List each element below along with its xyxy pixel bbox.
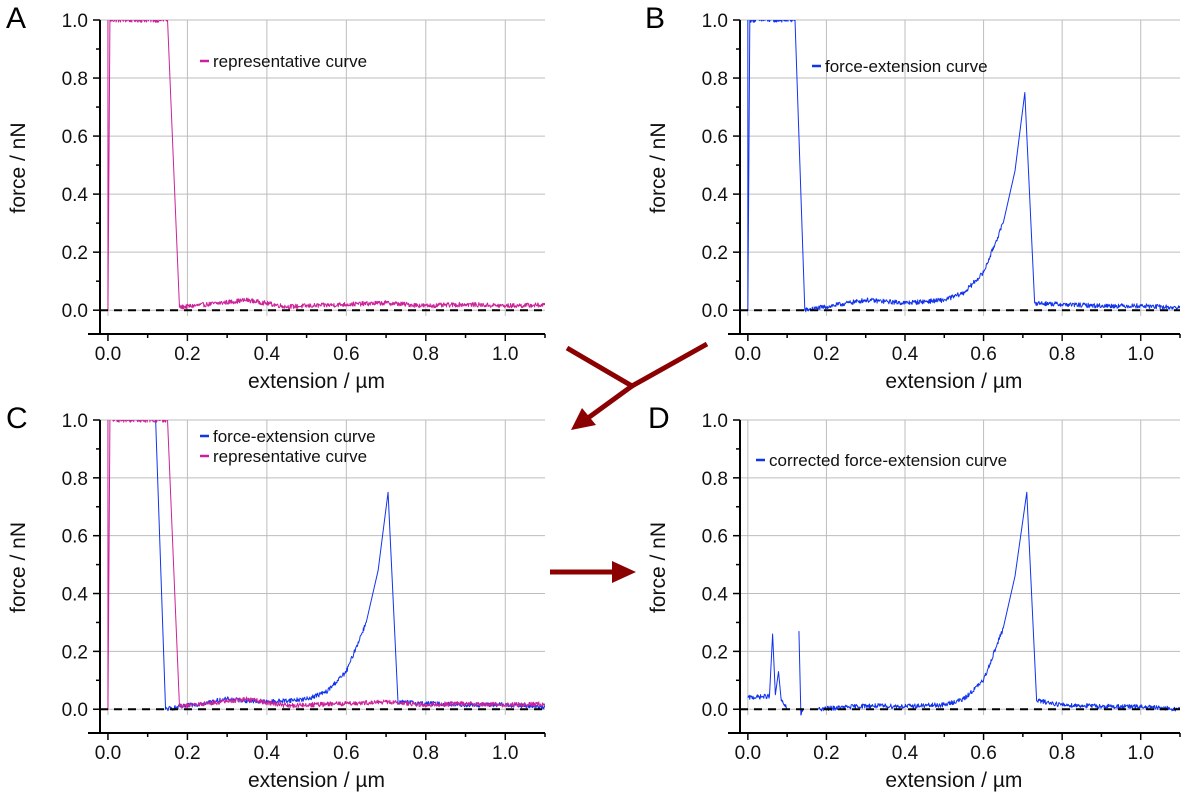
- y-tick-label: 0.0: [702, 700, 728, 721]
- panel-letter: A: [6, 2, 26, 35]
- y-axis-title: force / nN: [7, 522, 30, 613]
- x-tick-label: 0.6: [970, 743, 996, 764]
- y-tick-label: 0.0: [62, 700, 88, 721]
- series-line: [747, 633, 788, 710]
- merge-arrow-lines: [565, 341, 709, 389]
- correction-arrow-head: [612, 561, 636, 583]
- x-axis-title: extension / µm: [885, 769, 1022, 792]
- y-axis-title: force / nN: [647, 522, 670, 613]
- x-tick-label: 0.0: [95, 743, 121, 764]
- y-tick-label: 0.6: [702, 527, 728, 548]
- y-tick-label: 0.2: [702, 243, 728, 264]
- y-tick-label: 1.0: [62, 411, 88, 432]
- x-axis-title: extension / µm: [248, 769, 385, 792]
- x-tick-label: 0.2: [174, 743, 200, 764]
- x-tick-label: 0.8: [413, 743, 439, 764]
- legend-label: representative curve: [213, 52, 367, 71]
- x-tick-label: 0.6: [333, 743, 359, 764]
- y-tick-label: 0.4: [702, 585, 729, 606]
- y-tick-label: 1.0: [62, 11, 88, 32]
- y-tick-label: 0.4: [702, 185, 729, 206]
- x-tick-label: 0.0: [735, 743, 761, 764]
- series-line: [107, 20, 545, 311]
- x-tick-label: 0.0: [95, 344, 121, 365]
- merge-arrow-shaft: [586, 383, 634, 421]
- x-tick-label: 0.6: [970, 344, 996, 365]
- x-tick-label: 0.8: [1049, 743, 1075, 764]
- y-tick-label: 0.2: [702, 642, 728, 663]
- y-tick-label: 0.8: [62, 469, 88, 490]
- merge-arrow-head: [571, 408, 596, 430]
- panel-b: B 0.0 0.2 0.4 0.6 0.8 1.0 0.0 0.2 0.4 0.6 0.8 1.0 ext…: [645, 2, 1181, 393]
- y-axis-title: force / nN: [7, 122, 30, 213]
- y-tick-label: 0.8: [702, 469, 728, 490]
- y-tick-label: 0.2: [62, 642, 88, 663]
- y-tick-label: 0.6: [702, 127, 728, 148]
- x-tick-label: 0.0: [735, 344, 761, 365]
- x-axis-title: extension / µm: [885, 370, 1022, 393]
- panel-d: D 0.0 0.2 0.4 0.6 0.8 1.0 0.0 0.2 0.4 0.6 0.8 1.0 ext…: [647, 402, 1181, 792]
- x-tick-label: 0.4: [254, 743, 281, 764]
- x-tick-label: 0.2: [813, 743, 839, 764]
- y-tick-label: 1.0: [702, 411, 728, 432]
- x-tick-label: 1.0: [492, 344, 518, 365]
- x-tick-label: 1.0: [492, 743, 518, 764]
- series-line: [747, 20, 1180, 313]
- legend-label: force-extension curve: [213, 427, 376, 446]
- y-tick-label: 0.2: [62, 243, 88, 264]
- x-tick-label: 0.2: [813, 344, 839, 365]
- x-tick-label: 0.4: [254, 344, 281, 365]
- y-tick-label: 0.4: [62, 185, 89, 206]
- legend-label: representative curve: [213, 447, 367, 466]
- y-tick-label: 0.6: [62, 527, 88, 548]
- x-tick-label: 1.0: [1128, 344, 1154, 365]
- flow-arrows: [550, 341, 709, 583]
- panel-letter: D: [648, 402, 670, 435]
- series-line: [798, 631, 804, 716]
- x-tick-label: 0.6: [333, 344, 359, 365]
- x-tick-label: 0.8: [1049, 344, 1075, 365]
- y-axis-title: force / nN: [647, 122, 670, 213]
- x-tick-label: 0.4: [892, 743, 919, 764]
- y-tick-label: 0.6: [62, 127, 88, 148]
- y-tick-label: 1.0: [702, 11, 728, 32]
- panel-c: C 0.0 0.2 0.4 0.6 0.8 1.0 0.0 0.2 0.4 0.6 0.8 1.0 ext…: [6, 402, 546, 792]
- y-tick-label: 0.8: [62, 69, 88, 90]
- y-tick-label: 0.4: [62, 585, 89, 606]
- panel-letter: B: [645, 2, 665, 35]
- x-tick-label: 0.2: [174, 344, 200, 365]
- y-tick-label: 0.8: [702, 69, 728, 90]
- y-tick-label: 0.0: [702, 301, 728, 322]
- series-line: [107, 420, 545, 710]
- x-tick-label: 0.8: [413, 344, 439, 365]
- legend-label: force-extension curve: [825, 57, 988, 76]
- series-line: [818, 491, 1180, 712]
- x-tick-label: 0.4: [892, 344, 919, 365]
- x-axis-title: extension / µm: [248, 370, 385, 393]
- y-tick-label: 0.0: [62, 301, 88, 322]
- x-tick-label: 1.0: [1128, 743, 1154, 764]
- panel-letter: C: [6, 402, 28, 435]
- legend-label: corrected force-extension curve: [769, 451, 1007, 470]
- panel-a: A 0.0 0.2 0.4 0.6 0.8 1.0 0.0 0.2 0.4 0.6 0.8 1.0 ext…: [6, 2, 546, 393]
